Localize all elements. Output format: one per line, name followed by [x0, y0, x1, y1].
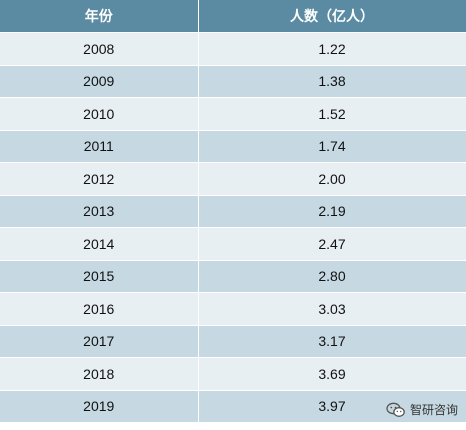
value-cell: 2.00 — [198, 162, 466, 196]
value-cell: 2.80 — [198, 260, 466, 293]
value-cell: 2.47 — [198, 227, 466, 261]
year-cell: 2010 — [0, 97, 199, 131]
year-cell: 2011 — [0, 130, 199, 163]
table-row: 2008 1.22 — [0, 32, 466, 66]
year-cell: 2017 — [0, 325, 199, 358]
wechat-icon — [386, 402, 405, 417]
table-row: 2015 2.80 — [0, 260, 466, 293]
table-header-row: 年份 人数（亿人） — [0, 0, 466, 33]
value-cell: 3.03 — [198, 292, 466, 326]
watermark: 智研咨询 — [386, 401, 458, 418]
table-row: 2017 3.17 — [0, 325, 466, 358]
year-cell: 2008 — [0, 32, 199, 66]
table-row: 2013 2.19 — [0, 195, 466, 228]
table-row: 2011 1.74 — [0, 130, 466, 163]
value-cell: 1.22 — [198, 32, 466, 66]
value-cell: 1.38 — [198, 65, 466, 98]
year-cell: 2018 — [0, 357, 199, 391]
year-cell: 2009 — [0, 65, 199, 98]
year-cell: 2012 — [0, 162, 199, 196]
value-cell: 1.74 — [198, 130, 466, 163]
table-row: 2010 1.52 — [0, 97, 466, 131]
year-cell: 2014 — [0, 227, 199, 261]
table-row: 2014 2.47 — [0, 227, 466, 261]
value-cell: 1.52 — [198, 97, 466, 131]
value-cell: 3.69 — [198, 357, 466, 391]
year-cell: 2015 — [0, 260, 199, 293]
value-cell: 3.17 — [198, 325, 466, 358]
header-people: 人数（亿人） — [198, 0, 466, 33]
year-cell: 2016 — [0, 292, 199, 326]
table-row: 2019 3.97 — [0, 390, 466, 423]
year-cell: 2013 — [0, 195, 199, 228]
table-row: 2018 3.69 — [0, 357, 466, 391]
table-row: 2016 3.03 — [0, 292, 466, 326]
header-year: 年份 — [0, 0, 199, 33]
year-cell: 2019 — [0, 390, 199, 423]
table-row: 2012 2.00 — [0, 162, 466, 196]
value-cell: 2.19 — [198, 195, 466, 228]
watermark-text: 智研咨询 — [409, 403, 458, 417]
table-row: 2009 1.38 — [0, 65, 466, 98]
value-cell: 3.97 — [198, 390, 466, 423]
